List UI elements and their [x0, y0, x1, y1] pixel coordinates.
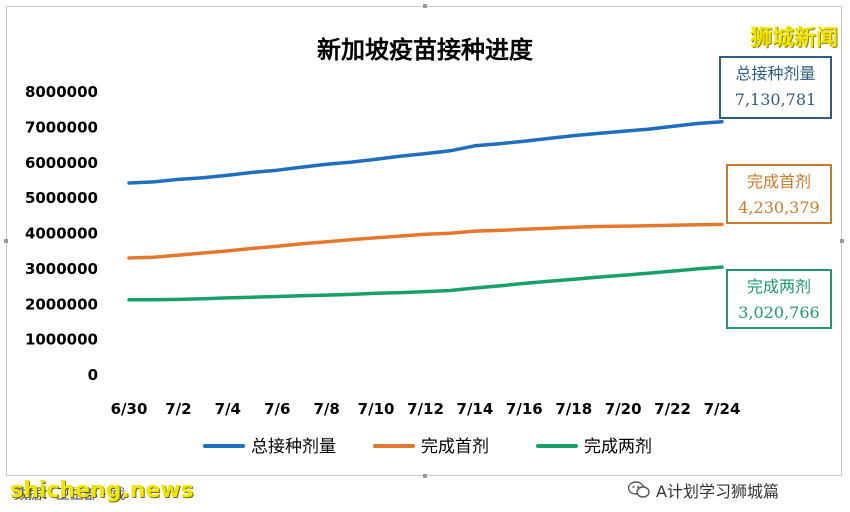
callouts: 总接种剂量 7,130,781 完成首剂 4,230,379 完成两剂 3,020,766 [719, 56, 832, 329]
legend-label-total: 总接种剂量 [251, 437, 336, 457]
series-lines [127, 119, 724, 302]
resize-handle-right[interactable] [840, 239, 844, 243]
callout-value-total: 7,130,781 [735, 90, 816, 109]
callout-box-total [719, 56, 832, 119]
source-note: 数据：卫生部 · 截 [14, 487, 126, 503]
wechat-attribution: A计划学习狮城篇 [627, 478, 779, 502]
y-tick-label: 8000000 [25, 83, 98, 101]
y-tick-label: 1000000 [25, 331, 98, 349]
legend: 总接种剂量 完成首剂 完成两剂 [203, 437, 652, 457]
legend-label-second: 完成两剂 [584, 437, 652, 457]
callout-label-total: 总接种剂量 [735, 64, 815, 83]
x-tick-label: 7/18 [555, 400, 592, 418]
x-tick-label: 7/6 [264, 400, 290, 418]
x-tick-label: 7/8 [313, 400, 339, 418]
callout-box-second [726, 269, 832, 329]
watermark-url: shicheng.news [10, 478, 194, 503]
x-tick-label: 6/30 [111, 400, 148, 418]
chart-frame [4, 4, 844, 478]
y-tick-label: 5000000 [25, 189, 98, 207]
x-tick-label: 7/22 [654, 400, 691, 418]
callout-value-first: 4,230,379 [738, 198, 819, 217]
x-tick-label: 7/20 [605, 400, 642, 418]
resize-handle-left[interactable] [4, 239, 8, 243]
y-tick-label: 3000000 [25, 260, 98, 278]
callout-label-first: 完成首剂 [747, 172, 811, 191]
series-line-first [127, 222, 724, 260]
callout-box-first [726, 164, 832, 224]
y-tick-label: 2000000 [25, 295, 98, 313]
chart-title: 新加坡疫苗接种进度 [317, 36, 534, 64]
y-tick-label: 0 [88, 366, 98, 384]
x-tick-label: 7/4 [215, 400, 241, 418]
x-tick-label: 7/10 [358, 400, 395, 418]
callout-value-second: 3,020,766 [738, 303, 819, 322]
x-tick-label: 7/12 [407, 400, 444, 418]
watermark-logo: 狮城新闻 [749, 26, 838, 51]
x-tick-label: 7/14 [457, 400, 494, 418]
series-line-total [127, 119, 724, 185]
callout-label-second: 完成两剂 [747, 277, 811, 296]
x-axis: 6/30 7/2 7/4 7/6 7/8 7/10 7/12 7/14 7/16 7/18 7/20… [111, 400, 741, 418]
resize-handle-top[interactable] [423, 4, 427, 8]
y-tick-label: 4000000 [25, 225, 98, 243]
resize-handle-bottom[interactable] [423, 474, 427, 478]
legend-label-first: 完成首剂 [421, 437, 489, 457]
wechat-icon [627, 481, 650, 499]
x-tick-label: 7/16 [506, 400, 543, 418]
y-tick-label: 6000000 [25, 154, 98, 172]
x-tick-label: 7/24 [704, 400, 741, 418]
y-axis: 0 1000000 2000000 3000000 4000000 5000000 6000… [25, 83, 98, 384]
x-tick-label: 7/2 [165, 400, 191, 418]
series-line-second [127, 265, 724, 302]
y-tick-label: 7000000 [25, 118, 98, 136]
wechat-account-name: A计划学习狮城篇 [656, 482, 779, 501]
